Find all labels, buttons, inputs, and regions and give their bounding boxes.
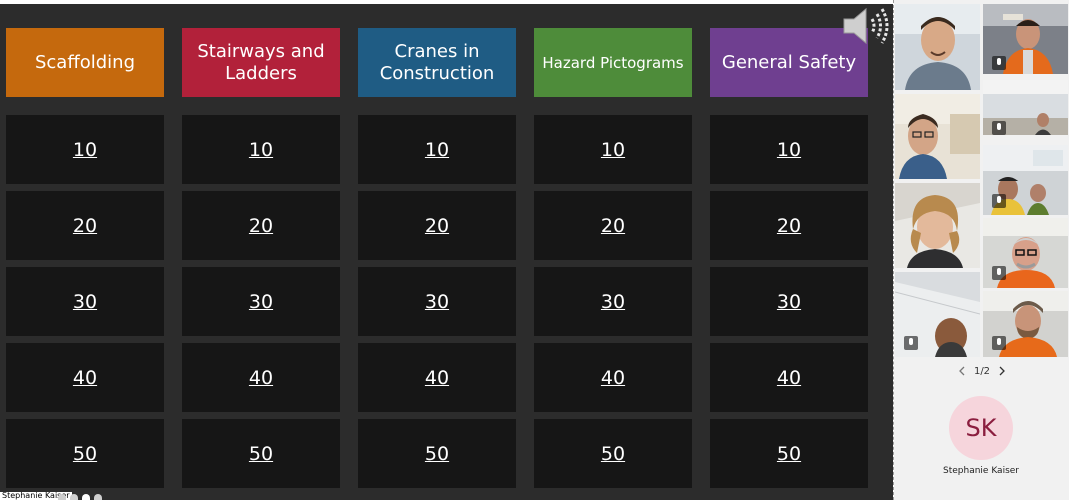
- participants-pager: 1/2: [958, 364, 1006, 378]
- cell-stairways-30[interactable]: 30: [182, 267, 340, 336]
- slide-dot-active[interactable]: [82, 494, 90, 500]
- cell-hazard-50[interactable]: 50: [534, 419, 692, 488]
- cell-hazard-40[interactable]: 40: [534, 343, 692, 412]
- cell-stairways-40[interactable]: 40: [182, 343, 340, 412]
- cell-scaffolding-40[interactable]: 40: [6, 343, 164, 412]
- cell-scaffolding-10[interactable]: 10: [6, 115, 164, 184]
- cell-hazard-20[interactable]: 20: [534, 191, 692, 260]
- cell-general-30[interactable]: 30: [710, 267, 868, 336]
- mic-muted-icon: [992, 121, 1006, 135]
- mic-muted-icon: [992, 266, 1006, 280]
- video-tile-5[interactable]: [983, 145, 1068, 215]
- cell-stairways-10[interactable]: 10: [182, 115, 340, 184]
- cell-general-20[interactable]: 20: [710, 191, 868, 260]
- cell-general-40[interactable]: 40: [710, 343, 868, 412]
- video-tile-4[interactable]: [895, 94, 980, 179]
- top-border: [0, 0, 893, 4]
- video-tile-6[interactable]: [895, 183, 980, 268]
- cell-cranes-40[interactable]: 40: [358, 343, 516, 412]
- video-tile-8[interactable]: [895, 272, 980, 357]
- category-stairways-ladders: Stairways and Ladders: [182, 28, 340, 97]
- cell-cranes-50[interactable]: 50: [358, 419, 516, 488]
- category-scaffolding: Scaffolding: [6, 28, 164, 97]
- slide-dots: [58, 494, 102, 500]
- video-tile-2[interactable]: [983, 4, 1068, 74]
- presenter-label: Stephanie Kaiser: [0, 491, 72, 500]
- slide-dot[interactable]: [70, 494, 78, 500]
- cell-cranes-10[interactable]: 10: [358, 115, 516, 184]
- cell-scaffolding-30[interactable]: 30: [6, 267, 164, 336]
- speaker-icon[interactable]: [842, 4, 890, 48]
- avatar[interactable]: SK: [949, 396, 1013, 460]
- speaker-name: Stephanie Kaiser: [943, 466, 1019, 476]
- cell-hazard-30[interactable]: 30: [534, 267, 692, 336]
- cell-general-10[interactable]: 10: [710, 115, 868, 184]
- category-cranes: Cranes in Construction: [358, 28, 516, 97]
- panel-divider: [893, 0, 894, 500]
- mic-muted-icon: [992, 336, 1006, 350]
- cell-scaffolding-20[interactable]: 20: [6, 191, 164, 260]
- slide-dot[interactable]: [94, 494, 102, 500]
- cell-scaffolding-50[interactable]: 50: [6, 419, 164, 488]
- chevron-right-icon[interactable]: [998, 366, 1006, 376]
- cell-stairways-50[interactable]: 50: [182, 419, 340, 488]
- cell-cranes-20[interactable]: 20: [358, 191, 516, 260]
- cell-general-50[interactable]: 50: [710, 419, 868, 488]
- category-hazard-pictograms: Hazard Pictograms: [534, 28, 692, 97]
- jeopardy-slide: Scaffolding Stairways and Ladders Cranes…: [0, 4, 893, 500]
- slide-dot[interactable]: [58, 494, 66, 500]
- cell-stairways-20[interactable]: 20: [182, 191, 340, 260]
- cell-hazard-10[interactable]: 10: [534, 115, 692, 184]
- mic-muted-icon: [992, 194, 1006, 208]
- video-tile-7[interactable]: [983, 218, 1068, 288]
- category-general-safety: General Safety: [710, 28, 868, 97]
- chevron-left-icon[interactable]: [958, 366, 966, 376]
- pager-label: 1/2: [973, 365, 991, 377]
- cell-cranes-30[interactable]: 30: [358, 267, 516, 336]
- mic-muted-icon: [904, 336, 918, 350]
- mic-muted-icon: [992, 56, 1006, 70]
- video-tile-1[interactable]: [895, 4, 980, 90]
